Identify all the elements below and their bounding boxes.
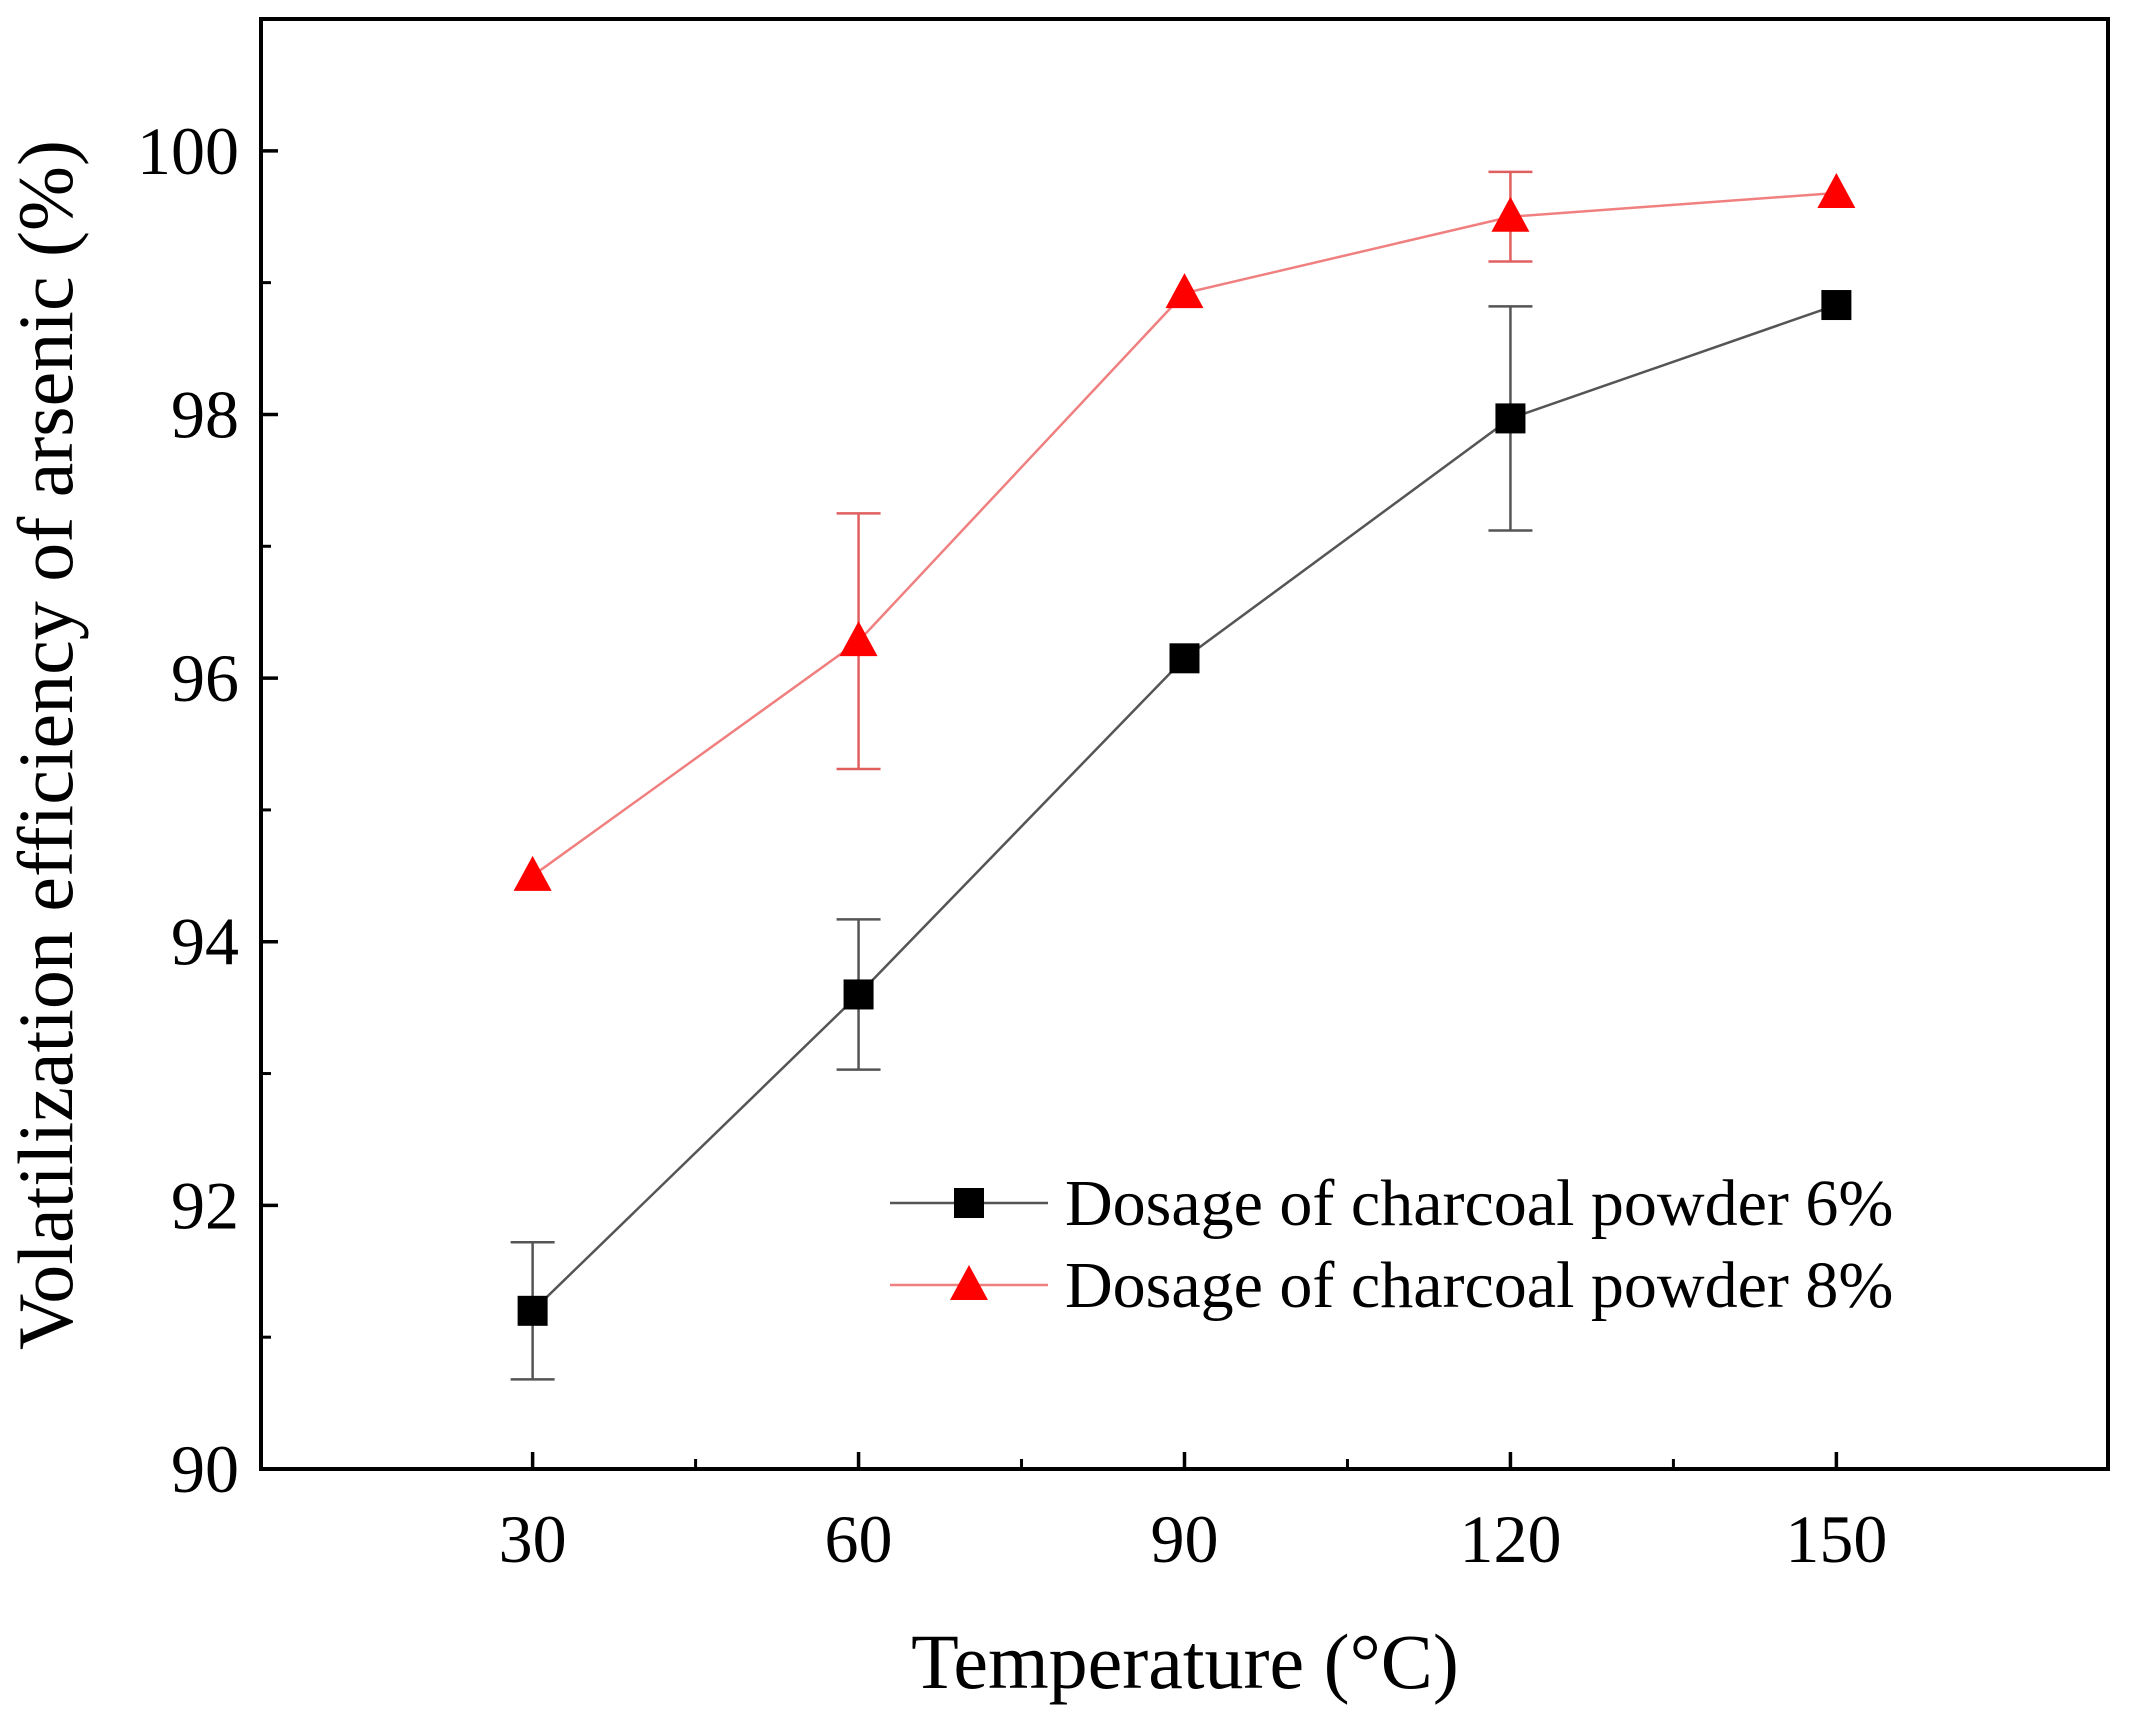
x-tick-label: 30 [499, 1501, 567, 1577]
series-line [531, 303, 1837, 1312]
data-point-triangle [1817, 173, 1856, 208]
legend-marker [950, 1265, 988, 1300]
series-group [513, 170, 1856, 891]
legend-label: Dosage of charcoal powder 6% [1065, 1167, 1893, 1240]
series-group [510, 290, 1852, 1381]
data-series [510, 170, 1856, 1381]
y-tick-label: 90 [171, 1431, 239, 1507]
data-point-triangle [1491, 196, 1530, 232]
data-point-square [1495, 403, 1526, 434]
data-point-triangle [1165, 273, 1204, 309]
legend: Dosage of charcoal powder 6% Dosage of ch… [890, 1167, 1893, 1322]
legend-label: Dosage of charcoal powder 8% [1065, 1249, 1893, 1322]
axis-ticks: 30 60 90 120 150 90 92 94 96 98 100 [137, 113, 1887, 1577]
x-axis-title: Temperature (°C) [911, 1618, 1459, 1705]
y-tick-label: 92 [171, 1167, 239, 1243]
data-point-square [1169, 643, 1200, 674]
legend-marker [954, 1188, 984, 1218]
y-tick-label: 98 [171, 376, 239, 452]
x-tick-label: 60 [825, 1501, 893, 1577]
data-point-square [1821, 290, 1852, 321]
data-point-square [843, 979, 874, 1010]
y-tick-label: 94 [171, 904, 239, 980]
y-axis-title: Volatilization efficiency of arsenic (%) [2, 140, 89, 1350]
data-point-triangle [839, 621, 878, 657]
y-tick-label: 96 [171, 640, 239, 716]
data-point-square [517, 1295, 548, 1326]
x-tick-label: 120 [1459, 1501, 1561, 1577]
y-tick-label: 100 [137, 113, 239, 189]
data-point-triangle [513, 855, 552, 891]
x-tick-label: 150 [1785, 1501, 1887, 1577]
x-tick-label: 90 [1151, 1501, 1219, 1577]
